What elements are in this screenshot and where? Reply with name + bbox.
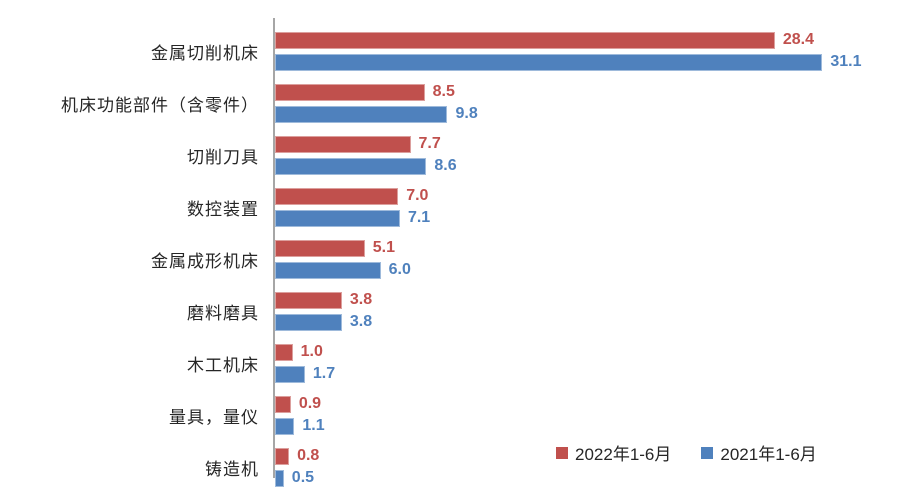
category-bars: 7.0 7.1 (273, 187, 431, 227)
value-label: 0.8 (297, 447, 320, 464)
category-group: 切削刀具 7.7 8.6 (0, 129, 900, 181)
category-group: 金属成形机床 5.1 6.0 (0, 233, 900, 285)
legend-item-2021: 2021年1-6月 (701, 440, 817, 465)
value-label: 6.0 (388, 261, 411, 278)
category-label: 木工机床 (187, 355, 259, 375)
value-label: 28.4 (782, 31, 814, 48)
bar-2022 (275, 239, 365, 257)
category-group: 金属切削机床 28.4 31.1 (0, 25, 900, 77)
category-bars: 0.8 0.5 (273, 447, 320, 487)
category-bars: 5.1 6.0 (273, 239, 411, 279)
bar-2021 (275, 53, 823, 71)
bar-2021 (275, 157, 427, 175)
value-label: 0.9 (298, 395, 322, 412)
legend-label-2022: 2022年1-6月 (575, 445, 672, 464)
category-label: 数控装置 (187, 199, 259, 219)
y-axis-line (273, 18, 275, 478)
category-label: 铸造机 (205, 459, 259, 479)
bar-2022 (275, 343, 293, 361)
value-label: 3.8 (349, 313, 373, 330)
category-group: 量具，量仪 0.9 1.1 (0, 389, 900, 441)
category-label: 切削刀具 (187, 147, 259, 167)
bar-2022 (275, 447, 290, 465)
category-group: 磨料磨具 3.8 3.8 (0, 285, 900, 337)
category-bars: 8.5 9.8 (273, 83, 478, 123)
bar-row: 7.7 (275, 135, 457, 153)
value-label: 7.7 (418, 135, 441, 152)
bar-2021 (275, 365, 305, 383)
bar-row: 0.5 (275, 469, 319, 487)
bar-2021 (275, 313, 342, 331)
bar-row: 7.1 (275, 209, 431, 227)
value-label: 31.1 (830, 53, 862, 70)
bar-2022 (275, 31, 775, 49)
category-group: 数控装置 7.0 7.1 (0, 181, 900, 233)
category-label: 量具，量仪 (169, 407, 259, 427)
category-group: 木工机床 1.0 1.7 (0, 337, 900, 389)
bar-2021 (275, 209, 400, 227)
legend-item-2022: 2022年1-6月 (556, 440, 671, 465)
value-label: 8.6 (434, 157, 457, 174)
bar-row: 0.9 (275, 395, 325, 413)
bar-row: 1.0 (275, 343, 335, 361)
value-label: 7.0 (406, 187, 429, 204)
category-bars: 1.0 1.7 (273, 343, 336, 383)
category-label: 金属成形机床 (151, 251, 259, 271)
bar-2021 (275, 105, 448, 123)
bar-row: 5.1 (275, 239, 411, 257)
bar-row: 1.1 (275, 417, 325, 435)
category-label: 磨料磨具 (187, 303, 259, 323)
bar-2021 (275, 469, 284, 487)
value-label: 3.8 (349, 291, 373, 308)
category-group: 机床功能部件（含零件） 8.5 9.8 (0, 77, 900, 129)
legend-label-2021: 2021年1-6月 (720, 445, 817, 464)
bar-2021 (275, 261, 381, 279)
chart-rows: 金属切削机床 28.4 31.1 机床功能部件（含零件） 8.5 9.8 切削刀具 7.7 8.… (0, 25, 900, 493)
category-bars: 7.7 8.6 (273, 135, 457, 175)
bar-2022 (275, 135, 411, 153)
bar-2022 (275, 291, 342, 309)
legend: 2022年1-6月 2021年1-6月 (556, 440, 817, 465)
category-bars: 3.8 3.8 (273, 291, 373, 331)
bar-row: 8.5 (275, 83, 478, 101)
bar-2021 (275, 417, 295, 435)
bar-2022 (275, 187, 399, 205)
value-label: 8.5 (432, 83, 455, 100)
bar-row: 6.0 (275, 261, 411, 279)
value-label: 0.5 (291, 469, 315, 486)
bar-row: 9.8 (275, 105, 478, 123)
bar-row: 0.8 (275, 447, 320, 465)
value-label: 7.1 (407, 209, 431, 226)
category-label: 金属切削机床 (151, 43, 259, 63)
bar-row: 3.8 (275, 313, 373, 331)
bar-row: 7.0 (275, 187, 430, 205)
bar-row: 3.8 (275, 291, 373, 309)
category-group: 铸造机 0.8 0.5 (0, 441, 900, 493)
value-label: 1.0 (300, 343, 323, 360)
bar-row: 28.4 (275, 31, 862, 49)
category-bars: 0.9 1.1 (273, 395, 325, 435)
category-bars: 28.4 31.1 (273, 31, 862, 71)
bar-row: 1.7 (275, 365, 336, 383)
category-label: 机床功能部件（含零件） (61, 95, 259, 115)
value-label: 9.8 (455, 105, 478, 122)
bar-row: 31.1 (275, 53, 862, 71)
bar-2022 (275, 395, 291, 413)
value-label: 1.1 (302, 417, 325, 434)
value-label: 5.1 (372, 239, 395, 256)
bar-2022 (275, 83, 425, 101)
value-label: 1.7 (312, 365, 336, 382)
legend-swatch-red (556, 446, 568, 459)
bar-row: 8.6 (275, 157, 457, 175)
legend-swatch-blue (701, 446, 714, 459)
